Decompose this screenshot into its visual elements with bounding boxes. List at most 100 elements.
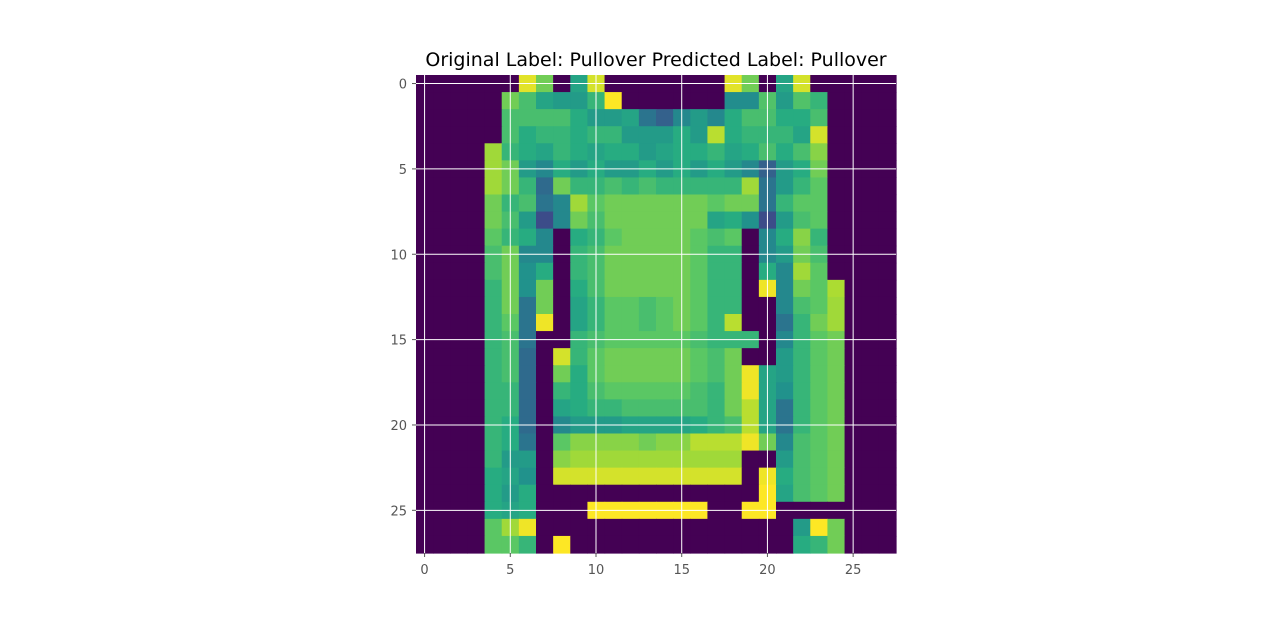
heatmap-cell bbox=[536, 314, 554, 332]
heatmap-cell bbox=[518, 177, 537, 196]
heatmap-cell bbox=[484, 450, 503, 469]
heatmap-cell bbox=[450, 126, 469, 144]
heatmap-cell bbox=[484, 348, 503, 366]
heatmap-cell bbox=[724, 518, 743, 537]
heatmap-cell bbox=[553, 109, 571, 127]
heatmap-cell bbox=[570, 262, 589, 281]
heatmap-cell bbox=[570, 484, 589, 503]
heatmap-cell bbox=[536, 365, 554, 383]
heatmap-cell bbox=[604, 109, 623, 127]
heatmap-cell bbox=[433, 450, 451, 469]
heatmap-cell bbox=[621, 228, 640, 247]
heatmap-cell bbox=[604, 279, 623, 298]
heatmap-cell bbox=[433, 433, 451, 452]
heatmap-cell bbox=[776, 109, 794, 127]
heatmap-cell bbox=[553, 177, 571, 196]
heatmap-cell bbox=[827, 262, 846, 281]
heatmap-cell bbox=[878, 92, 897, 110]
heatmap-cell bbox=[621, 314, 640, 332]
heatmap-cell bbox=[467, 143, 486, 161]
heatmap-cell bbox=[690, 296, 709, 315]
heatmap-cell bbox=[707, 211, 726, 230]
heatmap-cell bbox=[724, 365, 743, 383]
heatmap-cell bbox=[707, 143, 726, 161]
heatmap-cell bbox=[450, 228, 469, 247]
heatmap-cell bbox=[604, 484, 623, 503]
heatmap-cell bbox=[724, 279, 743, 298]
heatmap-cell bbox=[518, 433, 537, 452]
heatmap-cell bbox=[536, 535, 554, 554]
heatmap-cell bbox=[861, 126, 880, 144]
heatmap-cell bbox=[553, 228, 571, 247]
heatmap-cell bbox=[484, 143, 503, 161]
heatmap-cell bbox=[810, 382, 829, 400]
heatmap-cell bbox=[810, 228, 829, 247]
heatmap-cell bbox=[570, 382, 589, 400]
heatmap-cell bbox=[484, 92, 503, 110]
heatmap-cell bbox=[467, 228, 486, 247]
heatmap-cell bbox=[467, 279, 486, 298]
heatmap-cell bbox=[810, 535, 829, 554]
heatmap-cell bbox=[518, 228, 537, 247]
heatmap-cell bbox=[467, 365, 486, 383]
heatmap-cell bbox=[536, 109, 554, 127]
heatmap-cell bbox=[861, 211, 880, 230]
heatmap-cell bbox=[741, 518, 760, 537]
heatmap-cell bbox=[518, 296, 537, 315]
heatmap-cell bbox=[433, 535, 451, 554]
heatmap-cell bbox=[553, 535, 571, 554]
heatmap-cell bbox=[536, 484, 554, 503]
heatmap-cell bbox=[518, 348, 537, 366]
heatmap-cell bbox=[656, 211, 674, 230]
heatmap-cell bbox=[724, 382, 743, 400]
heatmap-cell bbox=[707, 365, 726, 383]
heatmap-cell bbox=[536, 143, 554, 161]
grid-lines bbox=[416, 75, 896, 553]
heatmap-cell bbox=[450, 518, 469, 537]
heatmap-cell bbox=[484, 262, 503, 281]
heatmap-cell bbox=[810, 433, 829, 452]
heatmap-cell bbox=[518, 365, 537, 383]
heatmap-cell bbox=[690, 211, 709, 230]
heatmap-cell bbox=[724, 348, 743, 366]
heatmap-cell bbox=[484, 194, 503, 213]
heatmap-cell bbox=[776, 211, 794, 230]
heatmap-cell bbox=[621, 518, 640, 537]
heatmap-cell bbox=[810, 467, 829, 486]
heatmap-cell bbox=[450, 450, 469, 469]
heatmap-cell bbox=[827, 126, 846, 144]
heatmap-cell bbox=[656, 348, 674, 366]
heatmap-cell bbox=[553, 126, 571, 144]
heatmap-cell bbox=[536, 177, 554, 196]
heatmap-cell bbox=[621, 262, 640, 281]
heatmap-cell bbox=[484, 109, 503, 127]
heatmap-cell bbox=[878, 348, 897, 366]
heatmap-cell bbox=[741, 433, 760, 452]
heatmap-cell bbox=[776, 365, 794, 383]
heatmap-cell bbox=[827, 348, 846, 366]
heatmap-cell bbox=[604, 314, 623, 332]
heatmap-cell bbox=[724, 467, 743, 486]
heatmap-cell bbox=[656, 467, 674, 486]
heatmap-cell bbox=[553, 450, 571, 469]
heatmap-cell bbox=[827, 143, 846, 161]
heatmap-cell bbox=[741, 365, 760, 383]
heatmap-cell bbox=[776, 348, 794, 366]
heatmap-cell bbox=[433, 399, 451, 418]
heatmap-cell bbox=[433, 126, 451, 144]
heatmap-cell bbox=[467, 109, 486, 127]
heatmap-cell bbox=[433, 211, 451, 230]
heatmap-cell bbox=[656, 399, 674, 418]
heatmap-cell bbox=[827, 228, 846, 247]
heatmap-cell bbox=[536, 433, 554, 452]
heatmap-cell bbox=[484, 467, 503, 486]
heatmap-cell bbox=[656, 262, 674, 281]
heatmap-cell bbox=[878, 143, 897, 161]
heatmap-cell bbox=[793, 467, 811, 486]
heatmap-cell bbox=[741, 484, 760, 503]
heatmap-cell bbox=[433, 194, 451, 213]
heatmap-cell bbox=[793, 518, 811, 537]
heatmap-cell bbox=[656, 314, 674, 332]
heatmap-cell bbox=[690, 262, 709, 281]
